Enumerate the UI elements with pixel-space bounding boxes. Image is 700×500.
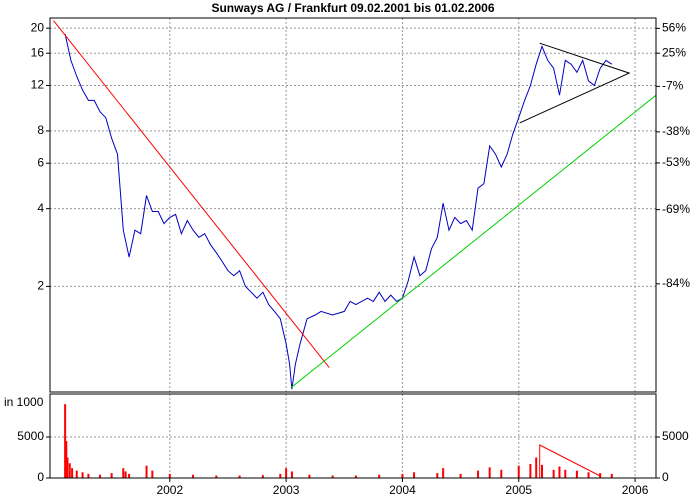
- y-tick-label: 8: [37, 123, 44, 137]
- x-tick-label: 2004: [389, 483, 416, 497]
- y2-tick-label: -53%: [662, 155, 690, 169]
- volume-bar: [575, 470, 578, 478]
- volume-bar: [64, 404, 67, 478]
- plot-frame: [49, 17, 657, 393]
- y-tick-label: 20: [31, 20, 45, 34]
- volume-bar: [192, 474, 195, 478]
- volume-bar: [279, 473, 282, 478]
- y-tick-label: 16: [31, 45, 45, 59]
- volume-bar: [610, 473, 613, 478]
- volume-bar: [541, 464, 544, 478]
- volume-bar: [413, 472, 416, 478]
- x-tick-label: 2005: [505, 483, 532, 497]
- volume-bar: [66, 457, 69, 478]
- volume-bar: [517, 465, 520, 478]
- volume-unit-label: in 1000: [4, 395, 44, 409]
- y2-tick-label: 56%: [662, 21, 686, 35]
- volume-bar: [477, 470, 480, 478]
- volume-bar: [71, 468, 74, 478]
- x-tick-label: 2002: [156, 483, 183, 497]
- volume-bar: [354, 475, 357, 478]
- y2-tick-label: 25%: [662, 45, 686, 59]
- volume-bar: [442, 468, 445, 478]
- volume-bar: [290, 471, 293, 478]
- volume-bar: [587, 472, 590, 478]
- chart-title: Sunways AG / Frankfurt 09.02.2001 bis 01…: [211, 1, 494, 15]
- volume-bar: [99, 474, 102, 478]
- volume-bar: [552, 469, 555, 478]
- volume-bar: [122, 468, 125, 478]
- y-tick-label: 5000: [662, 429, 689, 443]
- line-series: [64, 33, 613, 390]
- volume-bar: [285, 468, 288, 478]
- y-tick-label: 12: [31, 78, 45, 92]
- volume-bar: [128, 473, 131, 478]
- x-tick-label: 2006: [622, 483, 649, 497]
- line-series: [290, 94, 657, 389]
- volume-bar: [68, 463, 71, 478]
- volume-bar: [308, 474, 311, 478]
- y-tick-label: 0: [37, 470, 44, 484]
- volume-bar: [401, 473, 404, 478]
- volume-bar: [238, 475, 241, 478]
- volume-bar: [436, 473, 439, 478]
- volume-bar: [124, 471, 127, 478]
- volume-bar: [488, 467, 491, 478]
- y-tick-label: 6: [37, 155, 44, 169]
- y2-tick-label: -38%: [662, 124, 690, 138]
- y-tick-label: 5000: [17, 429, 44, 443]
- volume-bar: [151, 470, 154, 478]
- x-tick-label: 2003: [273, 483, 300, 497]
- volume-bar: [564, 469, 567, 478]
- volume-bar: [529, 464, 532, 478]
- line-series: [519, 42, 631, 124]
- volume-bar: [558, 466, 561, 478]
- y2-tick-label: -69%: [662, 202, 690, 216]
- volume-bar: [215, 475, 218, 478]
- volume-bar: [87, 473, 90, 478]
- volume-bar: [145, 465, 148, 478]
- line-series: [53, 20, 330, 368]
- y2-tick-label: -84%: [662, 276, 690, 290]
- volume-bar: [378, 474, 381, 478]
- volume-bar: [535, 457, 538, 478]
- line-series: [539, 444, 601, 478]
- y-tick-label: 4: [37, 201, 44, 215]
- y-tick-label: 2: [37, 279, 44, 293]
- plot-frame: [49, 393, 657, 479]
- volume-bar: [81, 472, 84, 478]
- volume-bar: [110, 473, 113, 478]
- y-tick-label: 0: [662, 470, 669, 484]
- volume-bar: [261, 475, 264, 478]
- volume-bar: [168, 473, 171, 478]
- volume-bar: [459, 473, 462, 478]
- volume-bar: [331, 475, 334, 478]
- volume-bar: [65, 441, 68, 478]
- volume-bar: [500, 469, 503, 478]
- volume-bar: [75, 470, 78, 478]
- y2-tick-label: -7%: [662, 79, 684, 93]
